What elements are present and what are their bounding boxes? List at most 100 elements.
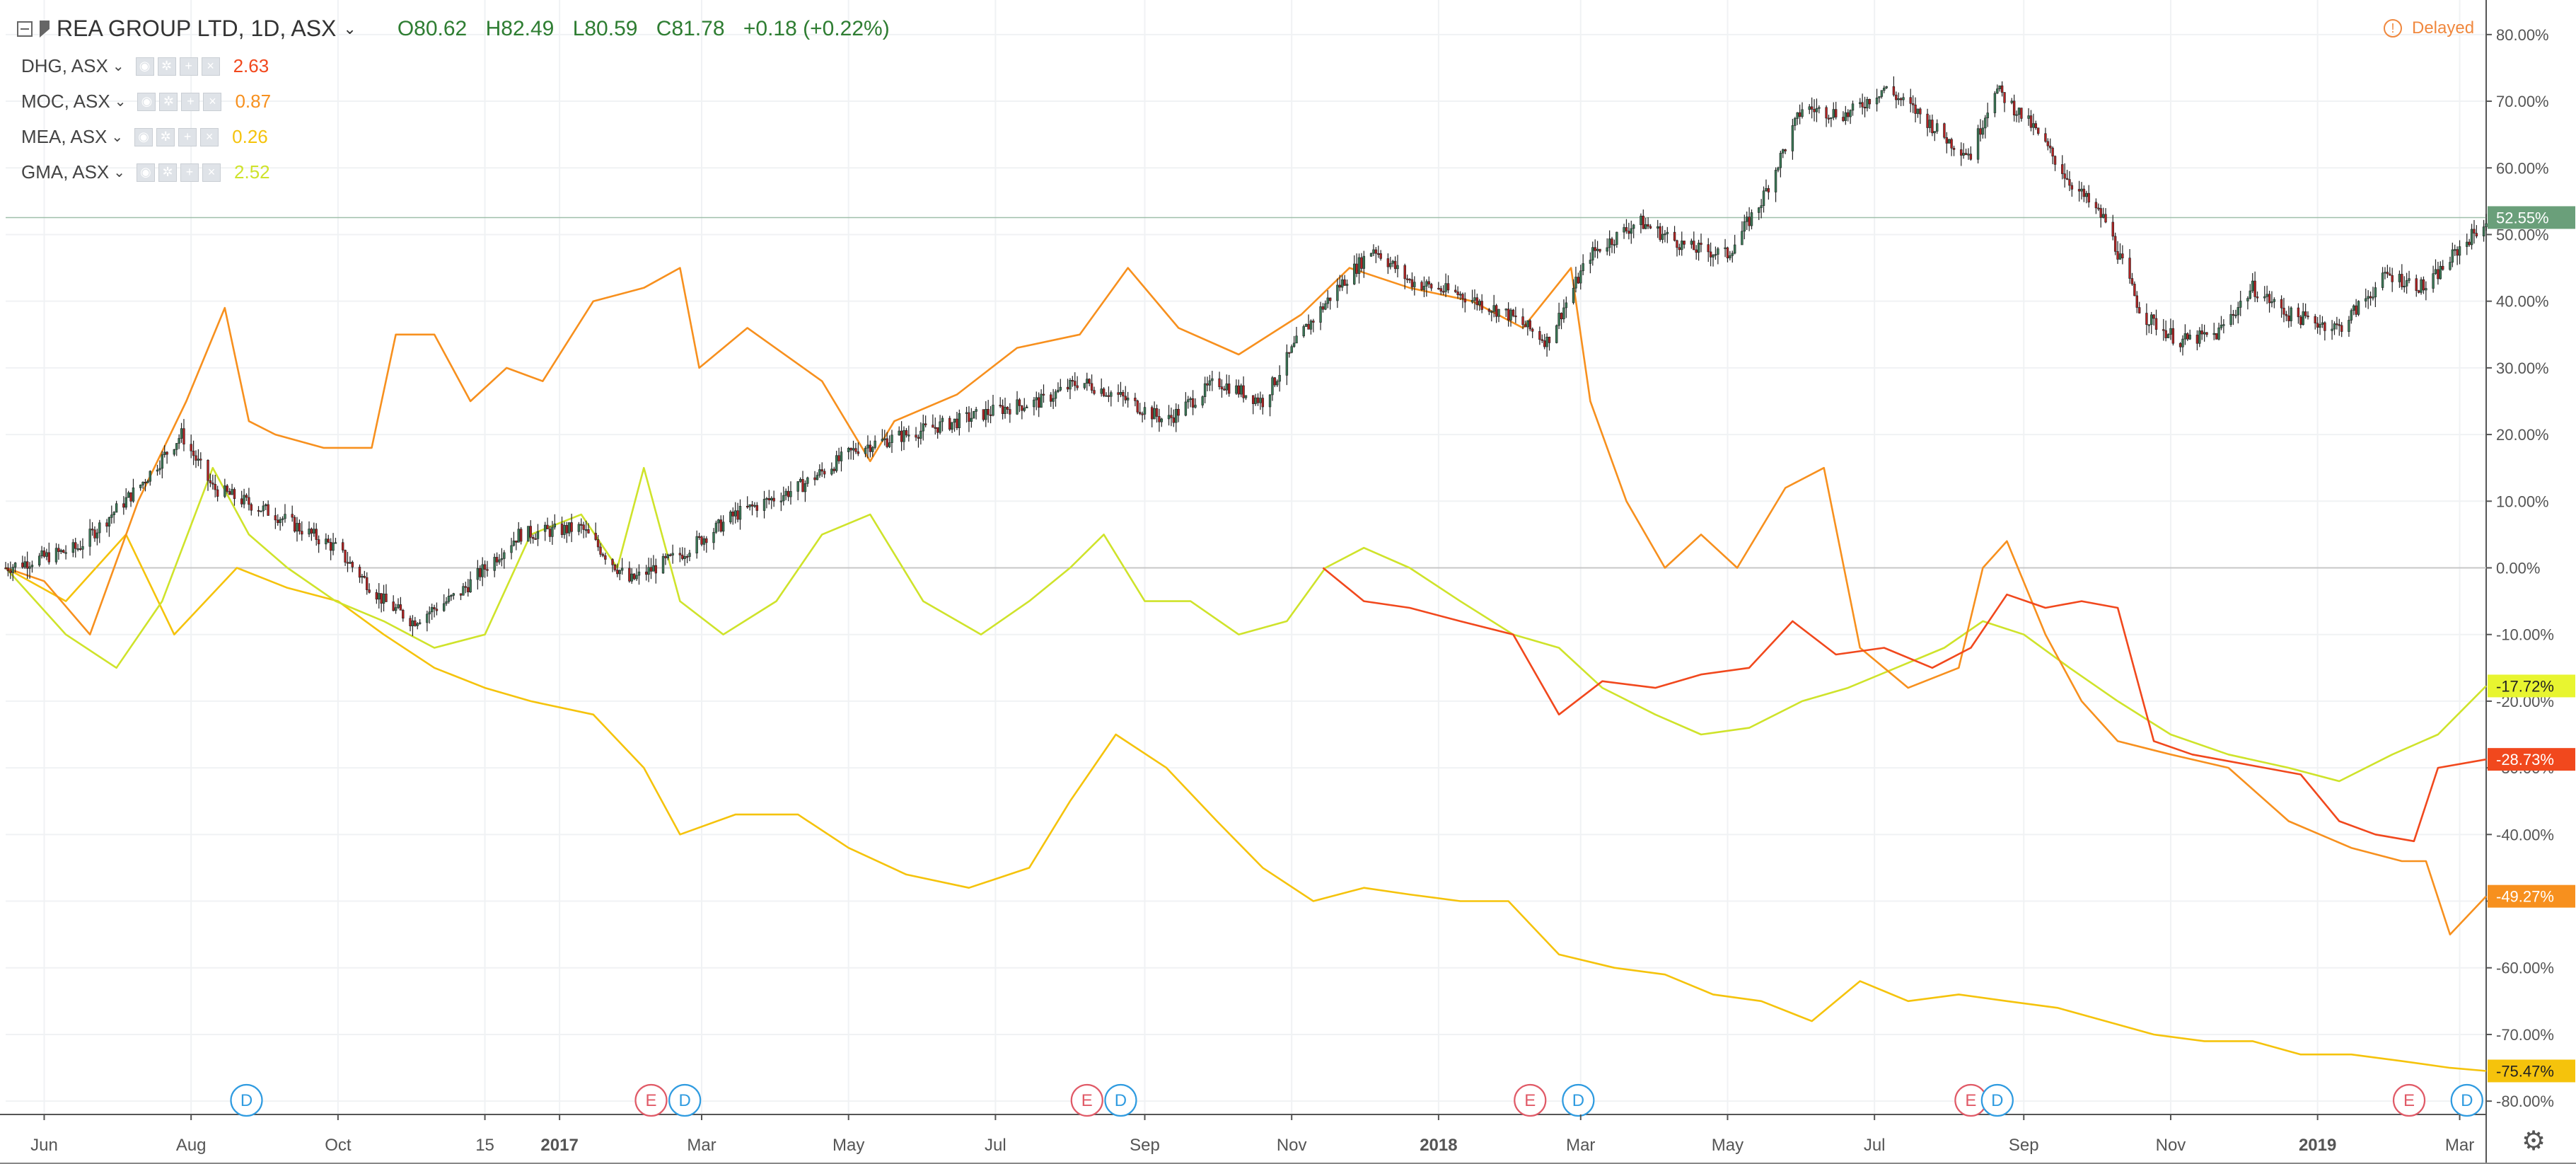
gear-icon[interactable]: ✲ (157, 57, 176, 76)
candle-body (1136, 401, 1139, 413)
candle-body (462, 586, 465, 596)
dividend-marker[interactable]: D (1980, 1083, 2014, 1117)
candle-body (1504, 309, 1507, 311)
candle-body (1461, 294, 1464, 299)
compare-symbol[interactable]: MEA, ASX (21, 126, 108, 147)
candle-body (129, 492, 132, 502)
eye-icon[interactable]: ◉ (134, 127, 153, 146)
compare-value: 0.26 (232, 126, 268, 147)
change-value: +0.18 (+0.22%) (743, 16, 890, 40)
earnings-marker[interactable]: E (634, 1083, 668, 1117)
candle-body (2053, 156, 2057, 165)
candle-body (2273, 299, 2276, 302)
close-icon[interactable]: × (202, 163, 221, 182)
delayed-indicator[interactable]: ! Delayed (2384, 18, 2474, 38)
compare-symbol[interactable]: GMA, ASX (21, 161, 110, 183)
x-tick-label: Aug (176, 1136, 207, 1155)
gear-icon[interactable]: ✲ (159, 92, 178, 111)
candle-body (1649, 226, 1652, 229)
plus-icon[interactable]: + (178, 127, 197, 146)
dividend-marker[interactable]: D (1562, 1083, 1595, 1117)
earnings-marker[interactable]: E (1954, 1083, 1988, 1117)
dividend-marker[interactable]: D (230, 1083, 263, 1117)
earnings-marker[interactable]: E (1070, 1083, 1103, 1117)
candle-body (1935, 123, 1939, 132)
chevron-down-icon[interactable]: ⌄ (113, 165, 126, 180)
chevron-down-icon[interactable]: ⌄ (114, 94, 127, 110)
chevron-down-icon[interactable]: ⌄ (112, 59, 124, 74)
candle-body (1562, 307, 1565, 320)
candle-body (731, 512, 734, 517)
gear-icon[interactable]: ✲ (156, 127, 175, 146)
candle-body (1885, 86, 1888, 88)
candle-body (835, 455, 838, 471)
compare-row-dhg[interactable]: DHG, ASX ⌄ ◉ ✲ + × 2.63 (21, 55, 269, 77)
dividend-marker[interactable]: D (668, 1083, 702, 1117)
candle-body (654, 565, 658, 574)
compare-row-mea[interactable]: MEA, ASX ⌄ ◉ ✲ + × 0.26 (21, 126, 268, 148)
event-circle (2450, 1083, 2483, 1117)
earnings-marker[interactable]: E (2392, 1083, 2426, 1117)
plus-icon[interactable]: + (180, 163, 199, 182)
dividend-marker[interactable]: D (1104, 1083, 1137, 1117)
candle-body (277, 519, 279, 524)
series-line-mea (5, 534, 2487, 1072)
minus-square-icon[interactable] (17, 21, 33, 37)
close-icon[interactable]: × (200, 127, 219, 146)
candle-body (1071, 380, 1074, 382)
chevron-down-icon[interactable]: ⌄ (343, 19, 356, 38)
close-icon[interactable]: × (203, 92, 222, 111)
plus-icon[interactable]: + (181, 92, 200, 111)
earnings-marker[interactable]: E (1514, 1083, 1547, 1117)
candle-body (178, 438, 180, 444)
compare-row-moc[interactable]: MOC, ASX ⌄ ◉ ✲ + × 0.87 (21, 91, 271, 113)
candle-body (534, 538, 537, 540)
close-icon[interactable]: × (201, 57, 220, 76)
symbol-title[interactable]: REA GROUP LTD, 1D, ASX (57, 16, 337, 41)
candle-body (652, 565, 655, 572)
candle-body (1122, 392, 1125, 397)
x-tick-label: Nov (1277, 1136, 1307, 1155)
compare-symbol[interactable]: MOC, ASX (21, 91, 110, 112)
last-value-label: -49.27% (2488, 884, 2575, 908)
series-line-gma (5, 466, 2487, 783)
gear-icon[interactable]: ✲ (158, 163, 178, 182)
x-tick-label: Mar (2445, 1136, 2474, 1155)
compare-row-gma[interactable]: GMA, ASX ⌄ ◉ ✲ + × 2.52 (21, 161, 270, 183)
candle-body (1579, 270, 1582, 284)
candle-body (2367, 296, 2369, 299)
compare-symbol[interactable]: DHG, ASX (21, 55, 108, 76)
eye-icon[interactable]: ◉ (137, 92, 156, 111)
eye-icon[interactable]: ◉ (135, 57, 154, 76)
candle-body (546, 524, 549, 529)
chevron-down-icon[interactable]: ⌄ (111, 129, 124, 145)
candle-body (2061, 164, 2064, 174)
event-circle (230, 1083, 263, 1117)
candle-body (1784, 149, 1787, 151)
candle-body (2454, 249, 2456, 251)
candle-body (2097, 207, 2100, 209)
candle-body (584, 529, 588, 531)
candle-body (1187, 399, 1190, 403)
candle-body (2077, 189, 2081, 192)
candle-body (2183, 333, 2187, 340)
candle-body (1916, 108, 1920, 114)
candle-body (250, 504, 253, 511)
candle-body (59, 550, 63, 552)
y-tick-label: 80.00% (2496, 26, 2549, 44)
event-label: E (1081, 1091, 1093, 1110)
candle-body (2352, 305, 2355, 311)
candle-body (199, 459, 202, 461)
candle-body (1458, 294, 1462, 296)
candle-body (1324, 303, 1327, 310)
candle-body (192, 450, 195, 456)
candle-body (1984, 117, 1987, 129)
eye-icon[interactable]: ◉ (137, 163, 156, 182)
candle-body (2398, 274, 2401, 282)
dividend-marker[interactable]: D (2450, 1083, 2483, 1117)
candle-body (1777, 167, 1780, 171)
gear-icon[interactable]: ⚙ (2522, 1126, 2546, 1156)
candle-body (149, 471, 151, 482)
plus-icon[interactable]: + (179, 57, 198, 76)
